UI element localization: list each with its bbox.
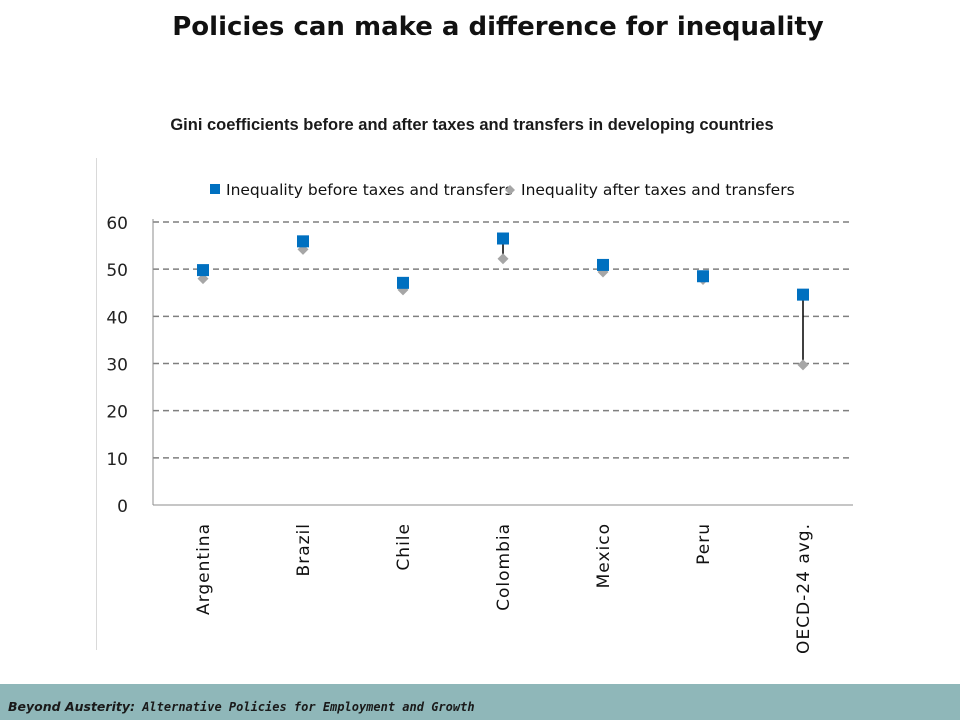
after-marker [797,359,809,371]
before-marker [397,276,409,289]
before-marker [497,232,509,245]
x-tick-label: Argentina [194,523,214,615]
x-axis-labels: Argentina Brazil Chile Colombia Mexico Peru OE… [194,523,814,654]
legend-label-before: Inequality before taxes and transfers [226,181,513,199]
before-marker [597,258,609,271]
before-marker [697,270,709,283]
chart-legend: Inequality before taxes and transfers Ine… [210,181,795,199]
x-tick-label: Mexico [594,523,614,588]
y-tick-label: 60 [106,214,128,234]
footer-band [0,684,960,720]
chart-plot: Inequality before taxes and transfers Ine… [106,181,853,654]
y-axis-ticks: 0 10 20 30 40 50 60 [106,214,128,517]
legend-diamond-icon [505,185,515,195]
y-tick-label: 40 [106,308,128,328]
y-tick-label: 20 [106,403,128,423]
slide-title: Policies can make a difference for inequ… [172,12,824,42]
x-tick-label: Brazil [294,523,314,576]
y-tick-label: 10 [106,450,128,470]
legend-square-icon [210,184,220,194]
y-tick-label: 30 [106,356,128,376]
y-tick-label: 0 [117,497,128,517]
after-marker [497,253,509,265]
x-tick-label: OECD-24 avg. [794,523,814,654]
x-axis [152,219,853,506]
x-tick-label: Colombia [494,523,514,611]
chart-frame-border [96,158,97,650]
chart-title: Gini coefficients before and after taxes… [170,116,774,134]
footer-subtitle: Alternative Policies for Employment and … [134,700,475,714]
footer-main: Beyond Austerity: [8,699,135,714]
y-tick-label: 50 [106,261,128,281]
before-marker [297,235,309,248]
chart-marks [197,232,809,371]
legend-label-after: Inequality after taxes and transfers [521,181,795,199]
chart-gridlines [153,221,853,459]
before-marker [197,264,209,277]
footer-text: Beyond Austerity: Alternative Policies f… [8,699,475,714]
before-marker [797,288,809,301]
x-tick-label: Peru [694,523,714,565]
x-tick-label: Chile [394,523,414,571]
